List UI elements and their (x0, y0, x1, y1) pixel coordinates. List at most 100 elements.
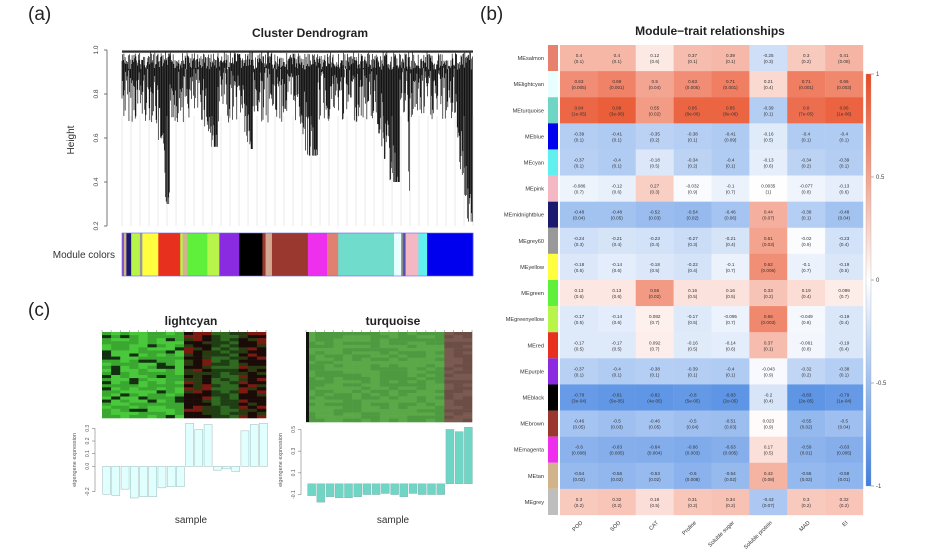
cell-pvalue: (0.1) (688, 372, 698, 377)
cell-pvalue: (0.5) (688, 346, 698, 351)
expression-cell (333, 341, 344, 346)
expression-cell (398, 415, 408, 420)
y-tick-label: 0.8 (93, 89, 100, 98)
expression-cell (306, 364, 316, 368)
expression-cell (147, 375, 157, 379)
expression-cell (138, 375, 148, 379)
cell-correlation: -0.14 (612, 314, 623, 319)
expression-cell (361, 344, 371, 349)
cell-correlation: 0.44 (764, 210, 773, 215)
cell-pvalue: (0.5) (726, 294, 736, 299)
expression-cell (342, 393, 353, 397)
expression-cell (138, 356, 148, 360)
expression-cell (453, 373, 464, 378)
expression-cell (111, 375, 121, 379)
expression-cell (407, 402, 417, 407)
heatmap-cell (787, 280, 826, 307)
expression-cell (453, 399, 464, 404)
expression-cell (138, 353, 148, 357)
cell-correlation: -0.17 (574, 340, 585, 345)
cell-pvalue: (0.9) (688, 190, 698, 195)
heatmap-cell (711, 358, 750, 385)
expression-cell (315, 370, 325, 375)
expression-cell (416, 370, 427, 375)
cell-pvalue: (0.001) (799, 85, 814, 90)
cell-pvalue: (0.02) (724, 477, 736, 482)
expression-cell (120, 390, 130, 394)
expression-cell (147, 353, 157, 357)
cell-correlation: 0.71 (802, 79, 811, 84)
expression-cell (156, 381, 167, 385)
expression-cell (361, 351, 371, 355)
expression-cell (120, 411, 130, 416)
heatmap-cell (560, 488, 599, 516)
expression-cell (398, 357, 408, 362)
expression-cell (147, 338, 157, 342)
expression-cell (407, 354, 417, 359)
expression-cell (165, 411, 176, 416)
expression-cell (398, 386, 408, 391)
expression-cell (453, 338, 464, 342)
expression-cell (184, 405, 194, 410)
expression-cell (398, 354, 408, 359)
cell-correlation: -0.16 (763, 131, 774, 136)
cell-correlation: 0.21 (764, 79, 773, 84)
heatmap-cell (711, 462, 750, 490)
expression-cell (444, 393, 454, 397)
expression-cell (315, 351, 325, 355)
expression-cell (444, 354, 454, 359)
cell-pvalue: (0.04) (649, 85, 661, 90)
heatmap-cell (597, 227, 636, 255)
cell-pvalue: (0.5) (650, 503, 660, 508)
heatmap-cell (597, 45, 636, 72)
expression-cell (120, 347, 130, 351)
expression-cell (220, 332, 230, 336)
eigengene-bar (335, 483, 344, 499)
heatmap-cell (635, 410, 674, 437)
cell-correlation: -0.2 (764, 393, 772, 398)
expression-cell (370, 341, 381, 346)
expression-cell (462, 367, 473, 371)
expression-cell (147, 402, 157, 407)
expression-cell (462, 370, 473, 375)
expression-cell (111, 387, 121, 391)
expression-cell (315, 396, 325, 400)
expression-cell (156, 375, 167, 379)
heatmap-cell (635, 253, 674, 281)
expression-cell (184, 381, 194, 385)
heatmap-cell (711, 332, 750, 359)
expression-cell (193, 371, 203, 376)
expression-cell (306, 348, 316, 352)
heatmap-cell (749, 306, 788, 333)
column-label: MAD (799, 520, 812, 533)
expression-cell (184, 414, 194, 419)
cell-correlation: 0.13 (574, 288, 583, 293)
expression-cell (370, 351, 381, 355)
expression-cell (315, 341, 325, 346)
cell-pvalue: (0.2) (688, 164, 698, 169)
expression-cell (229, 368, 239, 373)
cell-pvalue: (0.05) (649, 425, 661, 430)
expression-cell (238, 378, 249, 382)
expression-cell (453, 344, 464, 349)
expression-cell (256, 341, 267, 345)
expression-cell (361, 348, 371, 352)
expression-cell (193, 405, 203, 410)
heatmap-cell (560, 227, 599, 255)
heatmap-cell (560, 45, 599, 72)
expression-cell (324, 402, 334, 407)
expression-cell (416, 357, 427, 362)
expression-cell (444, 341, 454, 346)
cell-correlation: -0.6 (689, 471, 697, 476)
expression-cell (425, 351, 436, 355)
cell-pvalue: (0.02) (573, 477, 585, 482)
expression-cell (229, 405, 239, 410)
expression-cell (425, 335, 436, 339)
expression-cell (147, 390, 157, 394)
expression-cell (147, 356, 157, 360)
eigengene-bar (408, 483, 418, 494)
expression-cell (138, 359, 148, 364)
cell-pvalue: (0.7) (839, 294, 849, 299)
expression-cell (435, 399, 445, 404)
expression-cell (389, 389, 399, 394)
